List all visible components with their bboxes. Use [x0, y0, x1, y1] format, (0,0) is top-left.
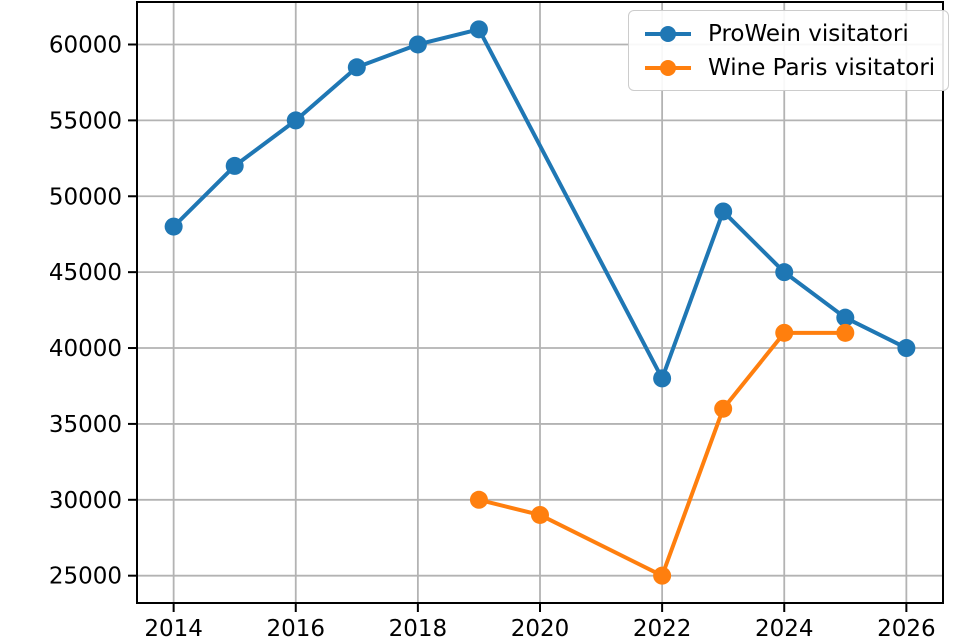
y-tick-label: 60000	[49, 32, 122, 58]
x-tick-label: 2014	[144, 616, 203, 640]
y-tick-label: 25000	[49, 564, 122, 590]
y-tick-label: 30000	[49, 488, 122, 514]
legend-line-marker-icon	[645, 25, 691, 42]
data-point-marker	[653, 566, 672, 585]
y-tick-label: 35000	[49, 412, 122, 438]
series-line-1	[476, 330, 848, 578]
x-tick-label: 2016	[266, 616, 325, 640]
data-point-marker	[836, 323, 855, 342]
y-tick-label: 50000	[49, 184, 122, 210]
y-tick-label: 55000	[49, 108, 122, 134]
data-point-marker	[347, 58, 366, 77]
x-tick-label: 2022	[633, 616, 692, 640]
data-point-marker	[775, 323, 794, 342]
y-tick-label: 40000	[49, 336, 122, 362]
data-point-marker	[653, 369, 672, 388]
x-tick-label: 2024	[755, 616, 814, 640]
data-point-marker	[775, 263, 794, 282]
data-point-marker	[164, 217, 183, 236]
data-point-marker	[469, 490, 488, 509]
legend-line-marker-icon	[645, 59, 691, 76]
data-point-marker	[225, 156, 244, 175]
data-point-marker	[531, 505, 549, 524]
legend-entry-prowein: ProWein visitatori	[642, 19, 935, 48]
x-tick-label: 2018	[389, 616, 448, 640]
data-point-marker	[714, 399, 733, 418]
x-tick-label: 2026	[877, 616, 936, 640]
data-point-marker	[469, 20, 488, 39]
legend-label-wine-paris: Wine Paris visitatori	[708, 54, 936, 81]
data-point-marker	[714, 202, 733, 221]
legend: ProWein visitatori Wine Paris visitatori	[628, 10, 950, 91]
data-point-marker	[897, 339, 916, 358]
data-point-marker	[408, 35, 427, 54]
data-point-marker	[286, 111, 305, 130]
legend-entry-wine-paris: Wine Paris visitatori	[642, 53, 935, 82]
y-tick-label: 45000	[49, 260, 122, 286]
legend-label-prowein: ProWein visitatori	[708, 20, 909, 47]
data-point-marker	[836, 308, 855, 327]
x-tick-label: 2020	[511, 616, 570, 640]
